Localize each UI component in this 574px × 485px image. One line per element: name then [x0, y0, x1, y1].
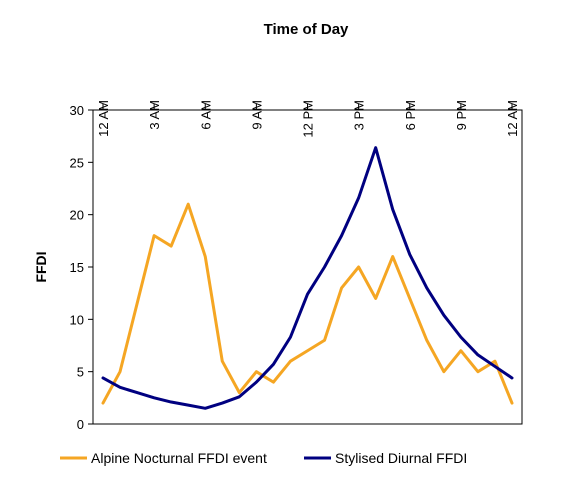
x-tick-label: 3 AM [147, 100, 162, 130]
series-layer [101, 146, 514, 410]
y-tick-label: 0 [77, 417, 84, 432]
x-tick-label: 9 PM [454, 100, 469, 130]
y-axis-label: FFDI [33, 251, 49, 282]
x-axis-top: 12 AM 3 AM 6 AM 9 AM 12 PM 3 PM 6 PM 9 PM 12 AM [96, 100, 520, 138]
legend: Alpine Nocturnal FFDI event Stylised Diur… [60, 450, 467, 466]
y-tick-label: 25 [70, 155, 84, 170]
chart-title: Time of Day [264, 21, 349, 38]
x-tick-label: 12 PM [301, 100, 316, 138]
x-tick-label: 3 PM [352, 100, 367, 130]
x-tick-label: 9 AM [249, 100, 264, 130]
legend-label-2: Stylised Diurnal FFDI [335, 450, 467, 466]
y-axis: 0 5 10 15 20 25 30 [70, 103, 93, 432]
x-tick-label: 6 PM [403, 100, 418, 130]
plot-area [92, 109, 523, 425]
y-tick-label: 15 [70, 260, 84, 275]
y-tick-label: 30 [70, 103, 84, 118]
y-tick-label: 5 [77, 365, 84, 380]
y-tick-label: 10 [70, 312, 84, 327]
x-tick-label: 12 AM [505, 100, 520, 137]
x-tick-label: 12 AM [96, 100, 111, 137]
legend-label-1: Alpine Nocturnal FFDI event [91, 450, 267, 466]
y-tick-label: 20 [70, 208, 84, 223]
x-tick-label: 6 AM [198, 100, 213, 130]
